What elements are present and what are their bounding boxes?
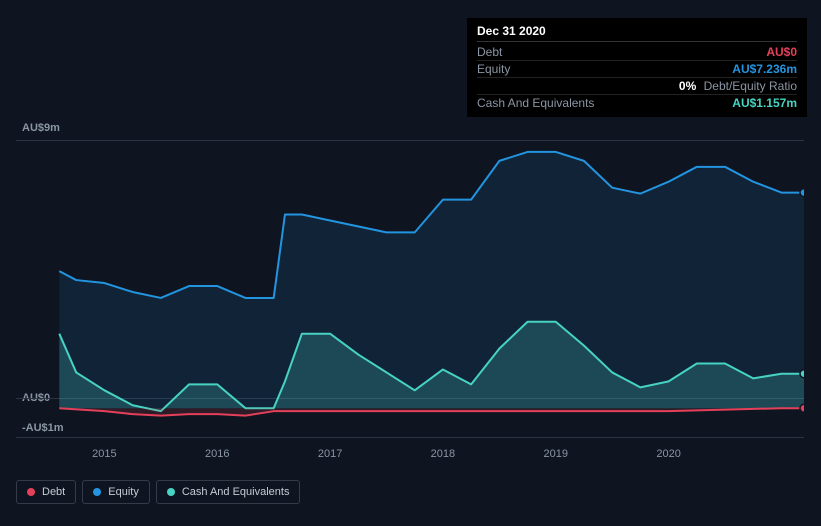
tooltip-value: AU$0	[766, 45, 797, 59]
x-tick-label: 2019	[544, 448, 568, 460]
chart-tooltip: Dec 31 2020 Debt AU$0 Equity AU$7.236m 0…	[467, 18, 807, 117]
tooltip-row-ratio: 0% Debt/Equity Ratio	[477, 78, 797, 95]
legend-item-cash[interactable]: Cash And Equivalents	[156, 480, 301, 504]
tooltip-value: AU$7.236m	[732, 62, 797, 76]
chart-plot-area[interactable]	[16, 140, 804, 438]
legend-dot-icon	[27, 488, 35, 496]
tooltip-row-debt: Debt AU$0	[477, 44, 797, 61]
tooltip-label: Cash And Equivalents	[477, 96, 594, 110]
y-tick-label: AU$9m	[22, 122, 60, 134]
x-axis: 2015 2016 2017 2018 2019 2020	[16, 448, 804, 464]
chart-legend: Debt Equity Cash And Equivalents	[16, 480, 300, 504]
x-tick-label: 2016	[205, 448, 229, 460]
x-tick-label: 2018	[431, 448, 455, 460]
legend-label: Debt	[42, 486, 65, 498]
tooltip-date: Dec 31 2020	[477, 24, 797, 42]
tooltip-row-cash: Cash And Equivalents AU$1.157m	[477, 95, 797, 111]
tooltip-label: Debt	[477, 45, 502, 59]
tooltip-suffix: Debt/Equity Ratio	[704, 79, 797, 93]
legend-dot-icon	[167, 488, 175, 496]
legend-item-equity[interactable]: Equity	[82, 480, 150, 504]
tooltip-row-equity: Equity AU$7.236m	[477, 61, 797, 78]
x-tick-label: 2015	[92, 448, 116, 460]
legend-label: Cash And Equivalents	[182, 486, 290, 498]
x-tick-label: 2017	[318, 448, 342, 460]
x-tick-label: 2020	[656, 448, 680, 460]
legend-item-debt[interactable]: Debt	[16, 480, 76, 504]
tooltip-value: AU$1.157m	[732, 96, 797, 110]
tooltip-value: 0%	[679, 79, 696, 93]
tooltip-label: Equity	[477, 62, 510, 76]
legend-label: Equity	[108, 486, 139, 498]
chart-svg	[16, 140, 804, 438]
legend-dot-icon	[93, 488, 101, 496]
